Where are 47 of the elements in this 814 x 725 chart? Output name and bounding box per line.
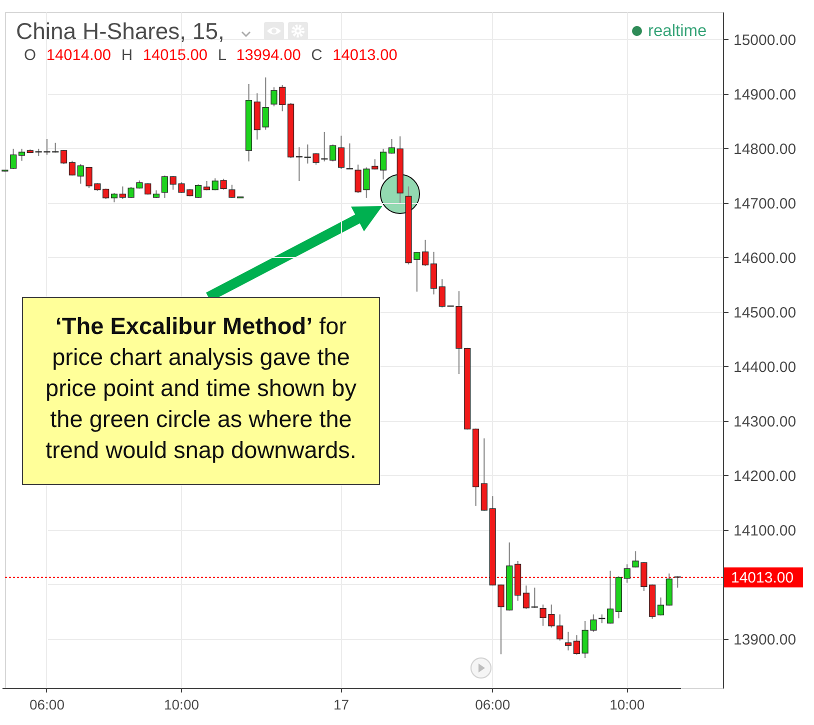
- candlestick: [203, 180, 210, 191]
- x-tick-label: 06:00: [29, 696, 65, 712]
- ref-line-label: 14013.00: [731, 569, 794, 586]
- candlestick: [228, 184, 236, 198]
- y-tick-label: 14800.00: [734, 140, 796, 158]
- y-tick-label: 14600.00: [734, 250, 796, 267]
- text: O 14014.00 H 14015.00 L 13994.00 C 14013.00: [24, 47, 398, 64]
- candlestick: [564, 631, 572, 651]
- annotation: realtime: [648, 21, 707, 41]
- candlestick: [110, 192, 118, 203]
- candlestick: [422, 239, 429, 267]
- candlestick: [624, 564, 630, 584]
- y-tick-label: 14300.00: [734, 413, 796, 430]
- x-tick-label: 10:00: [164, 696, 200, 712]
- x-tick-label: 10:00: [610, 696, 645, 712]
- candlestick: [60, 149, 68, 165]
- candlestick: [119, 186, 126, 200]
- chart-title: China H-Shares, 15,: [16, 18, 224, 44]
- y-tick-label: 13900.00: [734, 631, 796, 648]
- y-tick-label: 15000.00: [734, 32, 796, 49]
- candlestick: [262, 76, 269, 130]
- candlestick: [573, 634, 580, 656]
- candlestick: [607, 570, 614, 624]
- candlestick: [195, 184, 202, 198]
- x-tick-label: 06:00: [475, 696, 510, 712]
- y-tick-label: 14200.00: [734, 468, 796, 485]
- candlestick: [380, 148, 387, 180]
- candlestick: [296, 146, 303, 182]
- y-tick-label: 14700.00: [734, 195, 796, 212]
- candlestick: [346, 142, 353, 170]
- candlestick: [102, 188, 110, 200]
- candlestick: [438, 278, 446, 308]
- annotation: ‘The Excalibur Method’ for price chart analysis gave the price point and time shown by the green circle as where the trend would snap downwards.: [46, 313, 356, 463]
- y-tick-label: 14400.00: [734, 358, 796, 376]
- candlestick: [388, 138, 395, 154]
- candlestick: [161, 174, 168, 198]
- x-tick-label: 17: [333, 696, 350, 712]
- candlestick: [556, 614, 564, 642]
- candlestick: [338, 135, 345, 170]
- candlestick: [522, 584, 530, 610]
- candlestick: [657, 596, 664, 616]
- candlestick: [68, 160, 76, 176]
- y-tick-label: 14500.00: [734, 304, 796, 322]
- y-tick-label: 14100.00: [734, 522, 796, 540]
- candlestick: [330, 144, 336, 162]
- candlestick: [10, 148, 17, 170]
- y-tick-label: 14900.00: [734, 86, 796, 104]
